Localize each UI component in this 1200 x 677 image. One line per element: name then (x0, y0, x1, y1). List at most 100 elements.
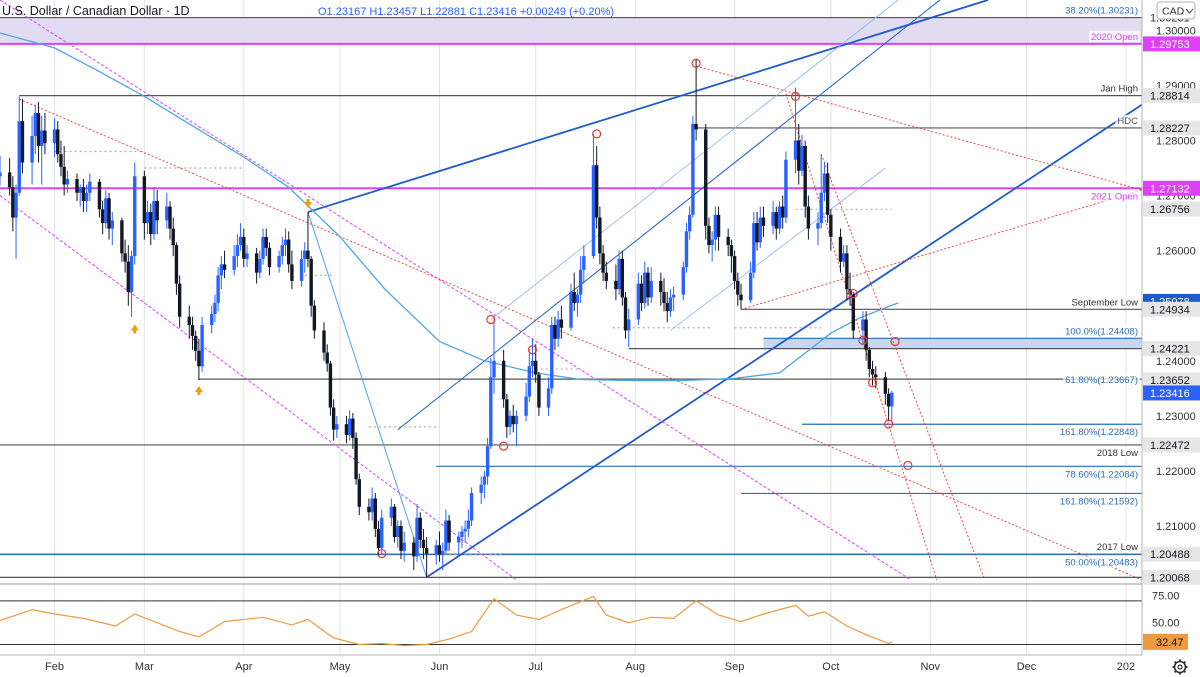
candle-body (793, 140, 798, 160)
level-label: 78.60%(1.22084) (1065, 469, 1138, 480)
candle (527, 349, 531, 403)
candle-body (36, 112, 41, 146)
candle (235, 234, 240, 268)
candle-body (312, 305, 317, 331)
candle-body (482, 476, 487, 485)
candle (534, 344, 538, 383)
candle-body (668, 297, 673, 312)
candle-body (890, 392, 894, 407)
candle (245, 245, 249, 268)
candle (803, 140, 807, 218)
candle-body (440, 550, 445, 555)
circle-marker (858, 335, 868, 345)
price-tag-label: 1.28814 (1150, 91, 1190, 103)
rsi-pane (0, 595, 1142, 647)
candle (254, 247, 259, 284)
price-tag (1143, 437, 1200, 453)
candle (662, 278, 666, 312)
candle-body (604, 272, 608, 281)
candle (524, 382, 528, 422)
candle (168, 201, 172, 240)
level-label-bg (1094, 446, 1140, 458)
candle-body (7, 172, 12, 188)
price-tag (1143, 341, 1200, 357)
candle-body (511, 415, 515, 425)
candle (851, 291, 855, 339)
level-label: 2021 Open (1091, 191, 1138, 202)
time-tick-label: Jul (529, 661, 543, 673)
candle (713, 206, 718, 251)
price-tag-label: 1.20068 (1150, 572, 1190, 584)
candle (867, 347, 872, 378)
candle (710, 231, 714, 262)
price-tick-label: 1.30000 (1156, 25, 1196, 37)
candle (216, 267, 220, 312)
candle-body (415, 517, 419, 557)
candle (755, 212, 759, 251)
candle-body (800, 145, 804, 171)
candle (447, 515, 451, 551)
candle (177, 275, 182, 328)
candle-body (197, 350, 201, 367)
candle (671, 286, 676, 312)
candle (556, 311, 560, 348)
price-tick-label: 1.28000 (1156, 135, 1196, 147)
level-label-bg (1063, 325, 1140, 337)
candle-body (149, 212, 153, 235)
candle (357, 473, 361, 516)
candle-body (59, 154, 63, 167)
candle (793, 87, 798, 174)
candle (197, 338, 201, 381)
candle-body (534, 360, 538, 375)
candle-body (238, 236, 243, 246)
candle-body (710, 239, 714, 246)
candle (649, 267, 653, 303)
candle (104, 190, 108, 229)
level-lines (0, 16, 1142, 578)
circle-marker (867, 378, 878, 388)
candle-body (694, 123, 698, 130)
candle-body (14, 192, 18, 218)
trendline (695, 65, 1143, 191)
candle (748, 261, 753, 303)
candle (62, 145, 66, 196)
candle-body (331, 407, 336, 430)
candle-body (867, 349, 872, 370)
candle-body (556, 319, 560, 339)
candle (84, 184, 89, 213)
candle (238, 223, 243, 251)
candle-body (883, 377, 888, 394)
gear-icon[interactable] (1172, 659, 1188, 675)
currency-button[interactable]: CAD (1156, 1, 1196, 20)
candle-body (280, 245, 284, 257)
candle-body (200, 324, 204, 367)
candle (726, 228, 730, 257)
candle-body (168, 206, 172, 229)
candle-body (245, 253, 249, 259)
candle-body (841, 253, 846, 262)
candle-body (691, 123, 695, 215)
time-tick-label: 202 (1117, 661, 1135, 673)
candle-body (309, 258, 313, 306)
price-tick-label: 1.21000 (1156, 521, 1196, 533)
candle (440, 542, 445, 571)
price-tag (1143, 120, 1200, 136)
price-tag-label: 1.27132 (1150, 183, 1190, 195)
candle-body (758, 217, 762, 243)
candle (816, 212, 820, 246)
candle-body (437, 545, 442, 555)
candle-body (335, 424, 339, 430)
candle (620, 250, 625, 306)
level-label: HDC (1117, 116, 1138, 127)
candle-body (748, 272, 753, 301)
candle (463, 520, 467, 543)
candle-body (210, 313, 214, 325)
candle (187, 305, 191, 339)
candle (870, 360, 875, 386)
candle-body (492, 360, 496, 378)
candle (466, 509, 471, 538)
time-axis[interactable]: Feb Mar Apr May Jun Jul Aug Sep Oct Nov Dec 202 (45, 661, 1135, 673)
candle-body (489, 377, 493, 447)
candle-body (142, 176, 147, 224)
candle-body (643, 272, 647, 303)
